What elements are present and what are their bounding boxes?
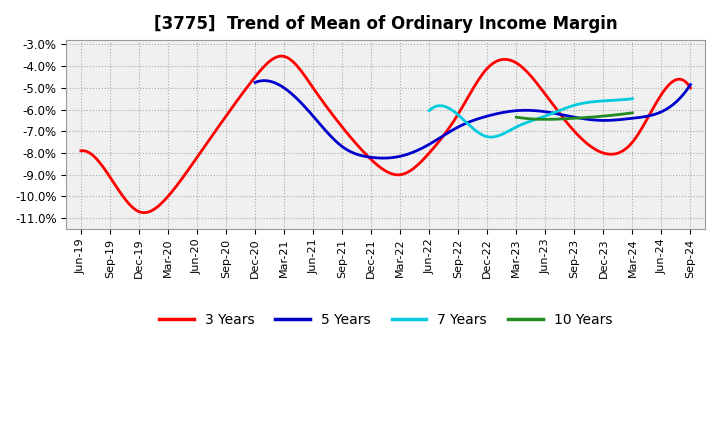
10 Years: [542, 117, 551, 122]
10 Years: [583, 115, 592, 120]
7 Years: [628, 96, 636, 101]
3 Years: [441, 130, 450, 135]
7 Years: [426, 107, 434, 113]
3 Years: [276, 54, 285, 59]
Title: [3775]  Trend of Mean of Ordinary Income Margin: [3775] Trend of Mean of Ordinary Income …: [154, 15, 618, 33]
5 Years: [648, 112, 657, 117]
7 Years: [546, 112, 554, 117]
10 Years: [513, 114, 521, 120]
3 Years: [444, 127, 452, 132]
5 Years: [621, 117, 629, 122]
3 Years: [76, 148, 85, 154]
5 Years: [511, 108, 520, 114]
5 Years: [513, 108, 521, 113]
7 Years: [550, 110, 559, 115]
3 Years: [686, 85, 695, 91]
Line: 3 Years: 3 Years: [81, 56, 690, 213]
Line: 7 Years: 7 Years: [429, 99, 632, 137]
7 Years: [597, 99, 606, 104]
3 Years: [78, 148, 87, 153]
5 Years: [252, 79, 261, 84]
5 Years: [520, 108, 528, 113]
Line: 5 Years: 5 Years: [255, 81, 690, 158]
7 Years: [425, 108, 433, 114]
5 Years: [251, 80, 259, 85]
10 Years: [581, 115, 590, 120]
10 Years: [582, 115, 590, 120]
5 Years: [259, 78, 268, 83]
3 Years: [633, 132, 642, 138]
Line: 10 Years: 10 Years: [516, 113, 632, 119]
5 Years: [379, 155, 387, 161]
3 Years: [454, 112, 462, 117]
10 Years: [512, 114, 521, 120]
3 Years: [140, 210, 148, 215]
10 Years: [628, 110, 636, 115]
10 Years: [611, 112, 619, 117]
10 Years: [618, 112, 626, 117]
3 Years: [595, 149, 603, 154]
Legend: 3 Years, 5 Years, 7 Years, 10 Years: 3 Years, 5 Years, 7 Years, 10 Years: [153, 308, 618, 333]
7 Years: [610, 98, 618, 103]
7 Years: [487, 135, 495, 140]
7 Years: [546, 111, 555, 117]
5 Years: [686, 82, 695, 87]
